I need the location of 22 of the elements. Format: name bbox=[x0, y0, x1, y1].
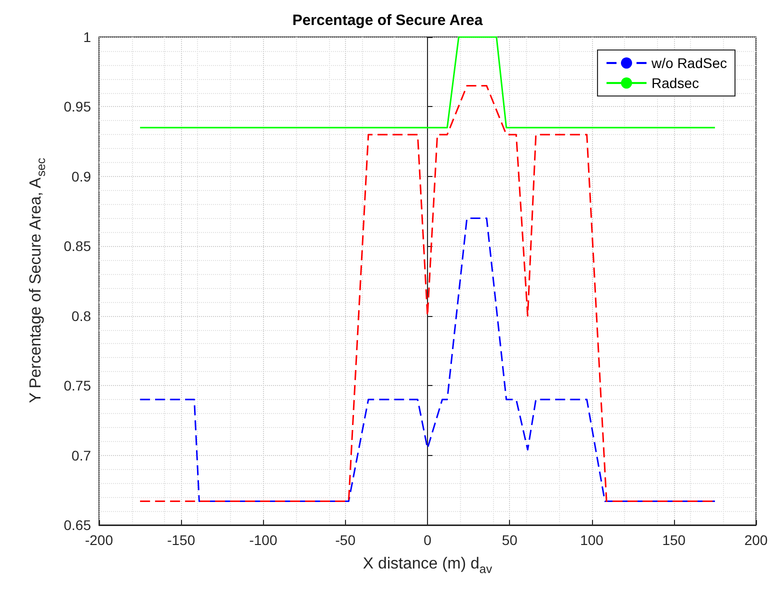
legend-label: Radsec bbox=[652, 75, 699, 91]
y-tick-label: 0.95 bbox=[64, 98, 92, 115]
x-tick-label: 50 bbox=[502, 532, 518, 548]
x-tick-label: -150 bbox=[167, 532, 196, 548]
x-tick-label: -200 bbox=[84, 532, 114, 548]
y-tick-label: 0.65 bbox=[64, 517, 92, 533]
x-tick-label: 150 bbox=[662, 532, 686, 548]
y-tick-label: 0.8 bbox=[72, 308, 92, 324]
y-axis-title: Y Percentage of Secure Area, Asec bbox=[28, 158, 48, 404]
x-tick-label: 100 bbox=[580, 532, 604, 548]
x-tick-label: -100 bbox=[249, 532, 278, 548]
y-tick-label: 0.85 bbox=[64, 238, 92, 254]
x-tick-label: 200 bbox=[744, 532, 768, 548]
y-tick-label: 0.9 bbox=[72, 168, 92, 184]
x-tick-label: -50 bbox=[335, 532, 356, 548]
y-tick-label: 0.75 bbox=[64, 378, 92, 394]
y-tick-label: 0.7 bbox=[72, 447, 92, 464]
line-series bbox=[139, 218, 716, 502]
legend-label: w/o RadSec bbox=[650, 55, 727, 71]
y-tick-label: 1 bbox=[83, 29, 92, 45]
chart-title: Percentage of Secure Area bbox=[292, 12, 484, 29]
x-tick-label: 0 bbox=[424, 532, 432, 548]
